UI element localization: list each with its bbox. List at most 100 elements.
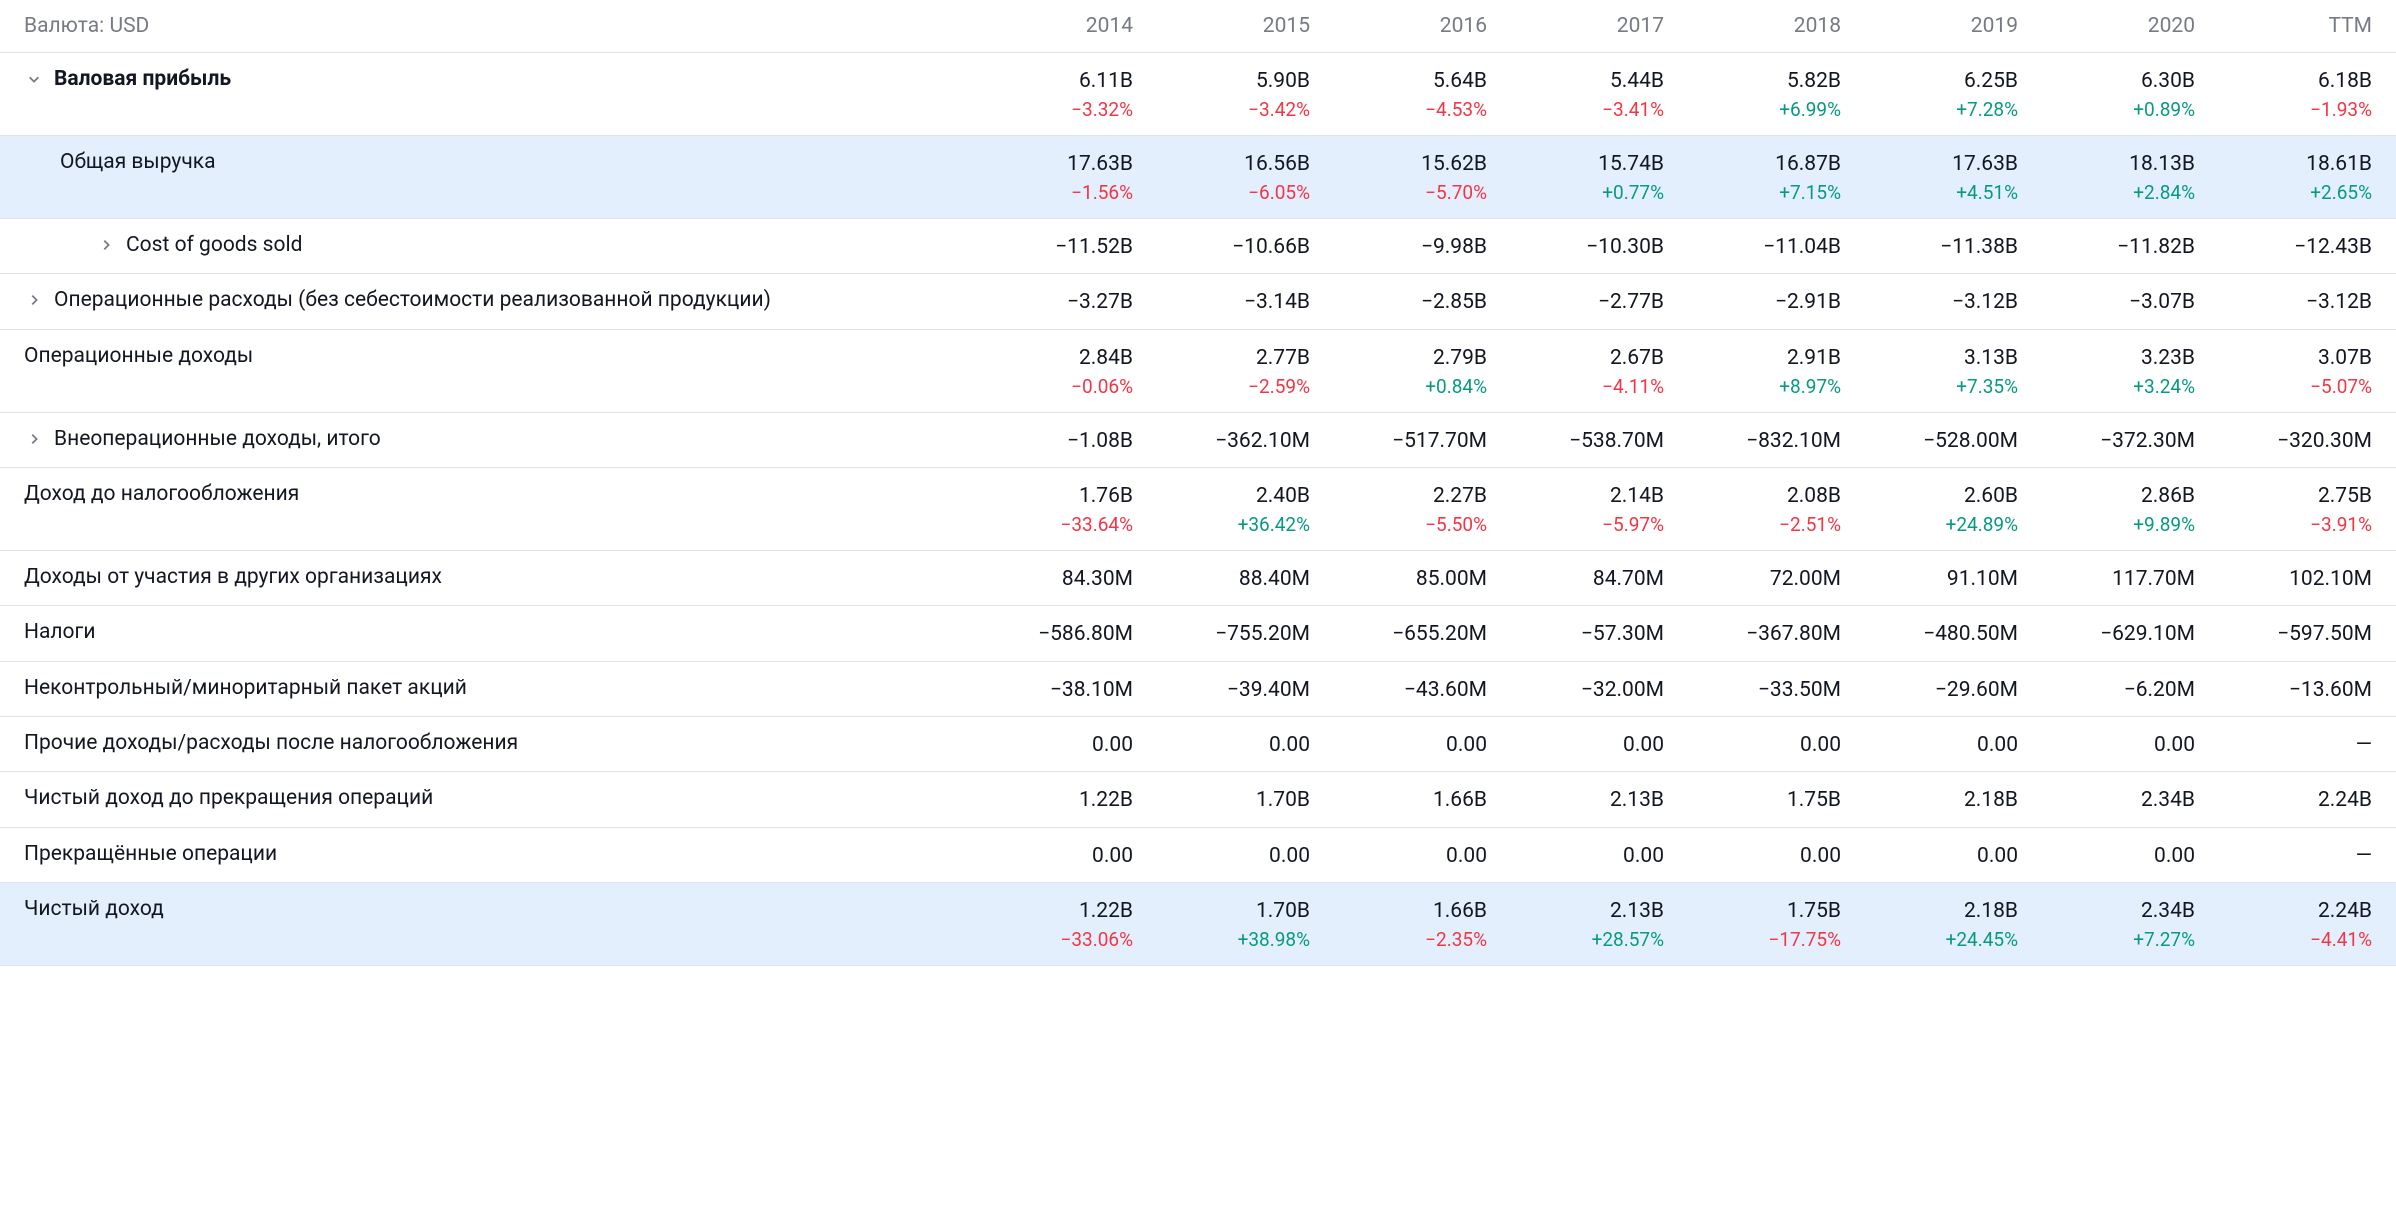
cell-value: −11.04B <box>1688 233 1841 261</box>
col-header[interactable]: 2015 <box>1157 14 1334 38</box>
cell-value: 1.75B <box>1688 786 1841 814</box>
cell-value: 0.00 <box>1688 842 1841 870</box>
data-cell: 5.90B−3.42% <box>1157 67 1334 123</box>
table-header-row: Валюта: USD 2014 2015 2016 2017 2018 201… <box>0 0 2396 53</box>
table-row: Чистый доход до прекращения операций 1.22… <box>0 772 2396 827</box>
cell-pct-change: +36.42% <box>1157 512 1310 538</box>
cell-pct-change: −2.59% <box>1157 374 1310 400</box>
cell-pct-change: −2.35% <box>1334 927 1487 953</box>
cell-value: 0.00 <box>2042 842 2195 870</box>
row-label[interactable]: Валовая прибыль <box>0 67 980 91</box>
data-cell: −372.30M <box>2042 427 2219 455</box>
data-cell: −629.10M <box>2042 620 2219 648</box>
cell-value: 0.00 <box>1157 842 1310 870</box>
chevron-right-icon[interactable] <box>24 429 44 449</box>
row-label[interactable]: Внеоперационные доходы, итого <box>0 427 980 451</box>
data-cell: −362.10M <box>1157 427 1334 455</box>
table-row: Прочие доходы/расходы после налогообложе… <box>0 717 2396 772</box>
cell-pct-change: +24.89% <box>1865 512 2018 538</box>
row-label[interactable]: Cost of goods sold <box>0 233 980 257</box>
data-cell: −1.08B <box>980 427 1157 455</box>
cell-value: 84.70M <box>1511 565 1664 593</box>
cell-value: 18.61B <box>2219 150 2372 178</box>
row-label: Прочие доходы/расходы после налогообложе… <box>0 731 980 755</box>
cell-value: 85.00M <box>1334 565 1487 593</box>
cell-value: −29.60M <box>1865 676 2018 704</box>
cell-value: −362.10M <box>1157 427 1310 455</box>
row-label-text: Налоги <box>24 620 95 644</box>
cell-value: −1.08B <box>980 427 1133 455</box>
data-cell: 1.22B−33.06% <box>980 897 1157 953</box>
financials-table: Валюта: USD 2014 2015 2016 2017 2018 201… <box>0 0 2396 966</box>
data-cell: 0.00 <box>1157 731 1334 759</box>
chevron-right-icon[interactable] <box>24 290 44 310</box>
data-cell: 2.27B−5.50% <box>1334 482 1511 538</box>
data-cell: 0.00 <box>1511 842 1688 870</box>
cell-value: 0.00 <box>1511 731 1664 759</box>
cell-value: −597.50M <box>2219 620 2372 648</box>
cell-value: 3.23B <box>2042 344 2195 372</box>
data-cell: −11.38B <box>1865 233 2042 261</box>
cell-value: −39.40M <box>1157 676 1310 704</box>
cell-pct-change: −33.06% <box>980 927 1133 953</box>
cell-value: 2.40B <box>1157 482 1310 510</box>
cell-value: 5.82B <box>1688 67 1841 95</box>
cell-value: −43.60M <box>1334 676 1487 704</box>
col-header[interactable]: 2016 <box>1334 14 1511 38</box>
col-header[interactable]: 2019 <box>1865 14 2042 38</box>
data-cell: 2.91B+8.97% <box>1688 344 1865 400</box>
cell-value: 1.76B <box>980 482 1133 510</box>
chevron-down-icon[interactable] <box>24 69 44 89</box>
cell-value: 1.22B <box>980 786 1133 814</box>
cell-value: 2.24B <box>2219 786 2372 814</box>
col-header[interactable]: TTM <box>2219 14 2396 38</box>
data-cell: −10.30B <box>1511 233 1688 261</box>
cell-pct-change: +2.84% <box>2042 180 2195 206</box>
cell-value: 5.90B <box>1157 67 1310 95</box>
row-label-text: Валовая прибыль <box>54 67 231 91</box>
row-label: Чистый доход до прекращения операций <box>0 786 980 810</box>
cell-value: −32.00M <box>1511 676 1664 704</box>
data-cell: −597.50M <box>2219 620 2396 648</box>
cell-value: −367.80M <box>1688 620 1841 648</box>
cell-pct-change: +9.89% <box>2042 512 2195 538</box>
data-cell: 6.30B+0.89% <box>2042 67 2219 123</box>
cell-value: −6.20M <box>2042 676 2195 704</box>
table-row: Налоги−586.80M−755.20M−655.20M−57.30M−36… <box>0 606 2396 661</box>
data-cell: −517.70M <box>1334 427 1511 455</box>
row-label-text: Чистый доход до прекращения операций <box>24 786 433 810</box>
data-cell: 0.00 <box>1865 731 2042 759</box>
row-label-text: Общая выручка <box>60 150 216 174</box>
data-cell: −9.98B <box>1334 233 1511 261</box>
row-label[interactable]: Операционные расходы (без себестоимости … <box>0 288 980 312</box>
cell-value: 1.70B <box>1157 897 1310 925</box>
cell-value: −11.52B <box>980 233 1133 261</box>
cell-value: −517.70M <box>1334 427 1487 455</box>
data-cell: 0.00 <box>2042 842 2219 870</box>
col-header[interactable]: 2020 <box>2042 14 2219 38</box>
cell-value: −13.60M <box>2219 676 2372 704</box>
data-cell: 0.00 <box>980 731 1157 759</box>
data-cell: −57.30M <box>1511 620 1688 648</box>
data-cell: 0.00 <box>1157 842 1334 870</box>
data-cell: 84.70M <box>1511 565 1688 593</box>
col-header[interactable]: 2018 <box>1688 14 1865 38</box>
data-cell: 17.63B+4.51% <box>1865 150 2042 206</box>
data-cell: 0.00 <box>1334 842 1511 870</box>
col-header[interactable]: 2014 <box>980 14 1157 38</box>
data-cell: 1.22B <box>980 786 1157 814</box>
data-cell: 1.70B <box>1157 786 1334 814</box>
cell-pct-change: +7.27% <box>2042 927 2195 953</box>
chevron-right-icon[interactable] <box>96 235 116 255</box>
data-cell: 117.70M <box>2042 565 2219 593</box>
data-cell: 2.67B−4.11% <box>1511 344 1688 400</box>
data-cell: −2.85B <box>1334 288 1511 316</box>
col-header[interactable]: 2017 <box>1511 14 1688 38</box>
data-cell: 15.74B+0.77% <box>1511 150 1688 206</box>
cell-value: −10.30B <box>1511 233 1664 261</box>
cell-value: 91.10M <box>1865 565 2018 593</box>
cell-value: 0.00 <box>1334 731 1487 759</box>
data-cell: −10.66B <box>1157 233 1334 261</box>
data-cell: −538.70M <box>1511 427 1688 455</box>
data-cell: 1.66B <box>1334 786 1511 814</box>
